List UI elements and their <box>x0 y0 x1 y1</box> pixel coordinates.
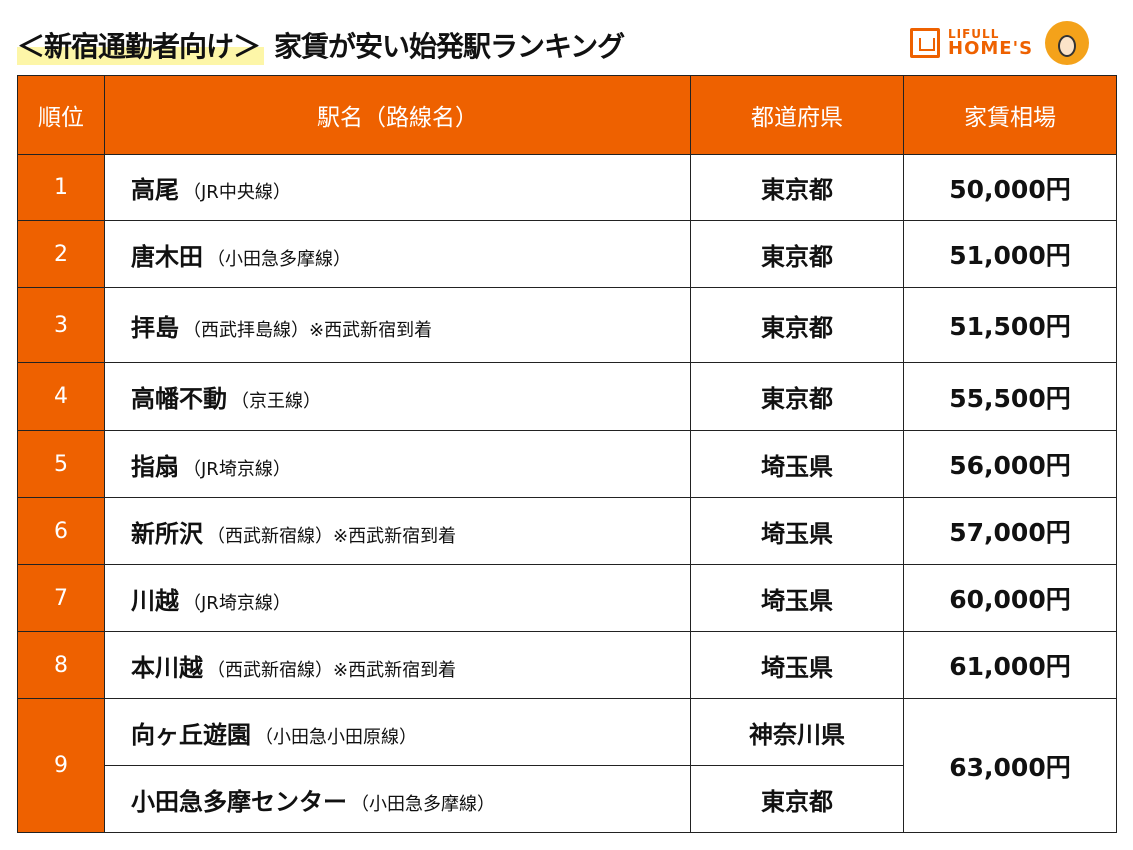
table-row: 3 拝島 （西武拝島線）※西武新宿到着 東京都 51,500円 <box>17 287 1117 363</box>
station-note: ※西武新宿到着 <box>333 659 457 681</box>
logo-line2: HOME'S <box>948 38 1034 59</box>
lifull-homes-logo: LIFULL HOME'S <box>910 20 1090 66</box>
station-cell: 新所沢 （西武新宿線）※西武新宿到着 <box>104 497 691 565</box>
prefecture-cell: 東京都 <box>690 154 904 221</box>
rank-cell: 9 <box>17 698 105 833</box>
line-name: （西武拝島線） <box>183 319 309 341</box>
prefecture-cell: 埼玉県 <box>690 631 904 699</box>
line-name: （小田急多摩線） <box>351 793 495 815</box>
ranking-table: 順位 駅名（路線名） 都道府県 家賃相場 1 高尾 （JR中央線） 東京都 50,000… <box>17 75 1117 833</box>
prefecture-cell: 東京都 <box>690 287 904 363</box>
rank-cell: 5 <box>17 430 105 498</box>
station-cell: 拝島 （西武拝島線）※西武新宿到着 <box>104 287 691 363</box>
station-name: 拝島 <box>131 313 179 342</box>
station-note: ※西武新宿到着 <box>309 319 433 341</box>
mascot-icon <box>1045 21 1090 65</box>
title-main: 家賃が安い始発駅ランキング <box>274 30 625 63</box>
rank-cell: 2 <box>17 220 105 288</box>
table-row: 2 唐木田 （小田急多摩線） 東京都 51,000円 <box>17 220 1117 288</box>
table-row: 7 川越 （JR埼京線） 埼玉県 60,000円 <box>17 564 1117 632</box>
rent-cell: 57,000円 <box>903 497 1117 565</box>
table-row: 6 新所沢 （西武新宿線）※西武新宿到着 埼玉県 57,000円 <box>17 497 1117 565</box>
prefecture-cell: 埼玉県 <box>690 430 904 498</box>
table-row: 9 向ヶ丘遊園 （小田急小田原線） 神奈川県 63,000円 <box>17 698 1117 833</box>
rent-cell: 63,000円 <box>903 698 1117 833</box>
prefecture-cell: 東京都 <box>690 362 904 431</box>
rank-cell: 4 <box>17 362 105 431</box>
prefecture-cell: 埼玉県 <box>690 564 904 632</box>
station-cell: 向ヶ丘遊園 （小田急小田原線） <box>104 698 691 766</box>
station-name: 新所沢 <box>131 519 203 548</box>
logo-line1: LIFULL <box>948 27 1000 41</box>
table-row: 8 本川越 （西武新宿線）※西武新宿到着 埼玉県 61,000円 <box>17 631 1117 699</box>
rank-cell: 6 <box>17 497 105 565</box>
station-note: ※西武新宿到着 <box>333 525 457 547</box>
station-name: 高尾 <box>131 176 179 204</box>
rank-cell: 1 <box>17 154 105 221</box>
prefecture-cell: 埼玉県 <box>690 497 904 565</box>
rent-cell: 56,000円 <box>903 430 1117 498</box>
line-name: （JR埼京線） <box>183 458 291 480</box>
table-row: 1 高尾 （JR中央線） 東京都 50,000円 <box>17 154 1117 221</box>
line-name: （京王線） <box>231 391 321 412</box>
station-cell: 川越 （JR埼京線） <box>104 564 691 632</box>
rent-cell: 51,500円 <box>903 287 1117 363</box>
station-name: 指扇 <box>131 452 179 481</box>
header-station: 駅名（路線名） <box>104 75 691 155</box>
station-name: 小田急多摩センター <box>131 787 347 816</box>
station-cell: 高尾 （JR中央線） <box>104 154 691 221</box>
station-cell: 唐木田 （小田急多摩線） <box>104 220 691 288</box>
line-name: （西武新宿線） <box>207 659 333 681</box>
rent-cell: 50,000円 <box>903 154 1117 221</box>
line-name: （JR埼京線） <box>183 592 291 614</box>
prefecture-cell: 東京都 <box>690 765 904 833</box>
header-rent: 家賃相場 <box>903 75 1117 155</box>
line-name: （西武新宿線） <box>207 525 333 547</box>
station-name: 川越 <box>131 586 179 615</box>
table-row: 4 高幡不動 （京王線） 東京都 55,500円 <box>17 362 1117 431</box>
title-highlight: ＜新宿通勤者向け＞ <box>17 25 265 65</box>
header-rank: 順位 <box>17 75 105 155</box>
station-name: 向ヶ丘遊園 <box>131 720 251 749</box>
rent-cell: 51,000円 <box>903 220 1117 288</box>
rank-cell: 7 <box>17 564 105 632</box>
station-name: 本川越 <box>131 653 203 682</box>
table-row: 5 指扇 （JR埼京線） 埼玉県 56,000円 <box>17 430 1117 498</box>
station-cell: 高幡不動 （京王線） <box>104 362 691 431</box>
table-header-row: 順位 駅名（路線名） 都道府県 家賃相場 <box>17 75 1117 155</box>
line-name: （小田急小田原線） <box>255 726 417 748</box>
header-prefecture: 都道府県 <box>690 75 904 155</box>
station-name: 唐木田 <box>131 242 203 271</box>
page-title: ＜新宿通勤者向け＞ 家賃が安い始発駅ランキング <box>17 24 625 66</box>
prefecture-cell: 神奈川県 <box>690 698 904 766</box>
house-icon <box>910 28 940 58</box>
rank-cell: 3 <box>17 287 105 363</box>
station-cell: 本川越 （西武新宿線）※西武新宿到着 <box>104 631 691 699</box>
rent-cell: 60,000円 <box>903 564 1117 632</box>
station-name: 高幡不動 <box>131 385 227 413</box>
table-row: 小田急多摩センター （小田急多摩線） 東京都 <box>18 765 1117 833</box>
station-cell: 小田急多摩センター （小田急多摩線） <box>104 765 691 833</box>
station-cell: 指扇 （JR埼京線） <box>104 430 691 498</box>
line-name: （小田急多摩線） <box>207 248 351 270</box>
rent-cell: 55,500円 <box>903 362 1117 431</box>
line-name: （JR中央線） <box>183 182 291 203</box>
rank-cell: 8 <box>17 631 105 699</box>
prefecture-cell: 東京都 <box>690 220 904 288</box>
rent-cell: 61,000円 <box>903 631 1117 699</box>
